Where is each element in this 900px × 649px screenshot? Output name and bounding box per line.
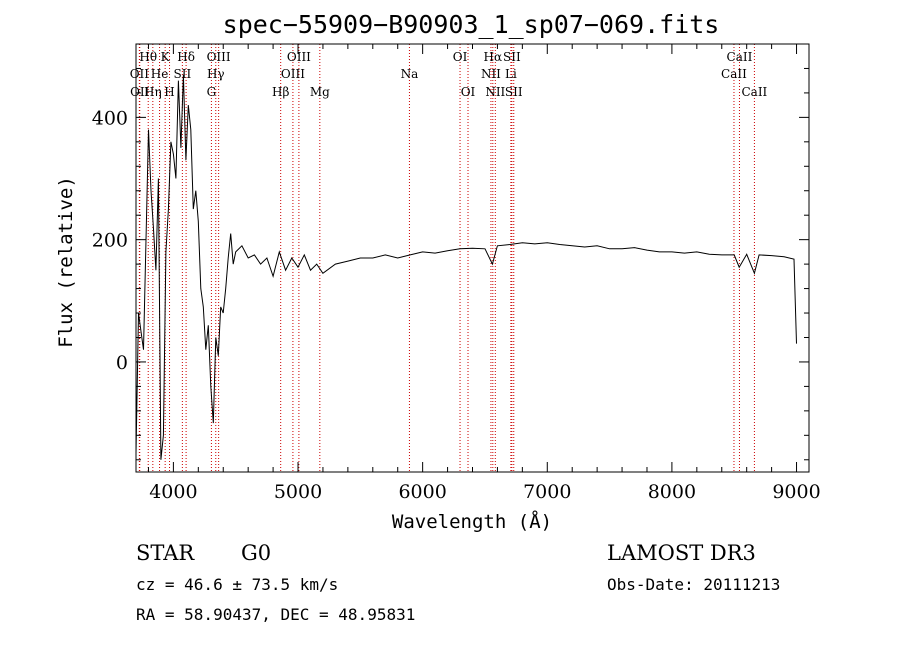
spectral-label-9: OIII bbox=[207, 50, 231, 64]
spectral-label-20: NII bbox=[481, 67, 501, 81]
spectral-label-12: Hβ bbox=[272, 85, 289, 99]
spectral-label-0: Hθ bbox=[139, 50, 157, 64]
spectral-line-markers bbox=[138, 44, 755, 472]
spectral-label-26: CaII bbox=[721, 67, 747, 81]
spectral-label-1: OII bbox=[130, 67, 150, 81]
x-axis-ticks: 4000 5000 6000 7000 8000 9000 bbox=[147, 44, 821, 503]
spectral-label-15: Mg bbox=[310, 85, 330, 99]
spectral-label-23: Li bbox=[505, 67, 517, 81]
spectral-label-17: OI bbox=[453, 50, 468, 64]
spectral-label-6: H bbox=[164, 85, 174, 99]
spectral-label-7: SII bbox=[174, 67, 192, 81]
y-tick-label-0: 0 bbox=[116, 352, 128, 374]
y-axis-label: Flux (relative) bbox=[55, 176, 77, 348]
spectral-label-2: OII bbox=[130, 85, 150, 99]
spectral-label-11: G bbox=[207, 85, 217, 99]
spectral-label-25: CaII bbox=[727, 50, 753, 64]
spectral-label-19: Hα bbox=[484, 50, 503, 64]
spectral-label-3: Hη bbox=[144, 85, 162, 99]
y-axis-ticks: 0 200 400 bbox=[92, 43, 809, 461]
chart-title: spec−55909−B90903_1_sp07−069.fits bbox=[223, 10, 720, 39]
spectral-label-22: SII bbox=[503, 50, 521, 64]
object-class: STAR bbox=[136, 541, 195, 565]
spectral-label-27: CaII bbox=[741, 85, 767, 99]
spectral-label-4: K bbox=[161, 50, 171, 64]
x-tick-label-3: 7000 bbox=[523, 481, 571, 503]
redshift-velocity: cz = 46.6 ± 73.5 km/s bbox=[136, 575, 338, 594]
plot-frame bbox=[135, 43, 810, 473]
x-axis-label: Wavelength (Å) bbox=[392, 510, 552, 533]
x-tick-label-4: 8000 bbox=[648, 481, 696, 503]
x-tick-label-5: 9000 bbox=[772, 481, 820, 503]
y-tick-label-2: 400 bbox=[92, 107, 128, 129]
spectral-label-10: Hγ bbox=[207, 67, 225, 81]
spectral-label-8: Hδ bbox=[177, 50, 195, 64]
spectral-label-21: NII bbox=[485, 85, 505, 99]
spectral-label-14: OIII bbox=[281, 67, 305, 81]
spectral-label-13: OIII bbox=[287, 50, 311, 64]
spectral-label-5: He bbox=[151, 67, 169, 81]
x-tick-label-1: 5000 bbox=[274, 481, 322, 503]
x-tick-label-0: 4000 bbox=[149, 481, 197, 503]
observation-date: Obs-Date: 20111213 bbox=[607, 575, 780, 594]
x-tick-label-2: 6000 bbox=[398, 481, 446, 503]
spectrum-series-line bbox=[135, 74, 797, 460]
y-tick-label-1: 200 bbox=[92, 230, 128, 252]
spectral-label-16: Na bbox=[401, 67, 419, 81]
spectral-label-18: OI bbox=[461, 85, 476, 99]
object-subclass: G0 bbox=[241, 541, 271, 565]
survey-name: LAMOST DR3 bbox=[607, 541, 756, 565]
sky-coordinates: RA = 58.90437, DEC = 48.95831 bbox=[136, 605, 415, 624]
spectral-label-24: SII bbox=[505, 85, 523, 99]
